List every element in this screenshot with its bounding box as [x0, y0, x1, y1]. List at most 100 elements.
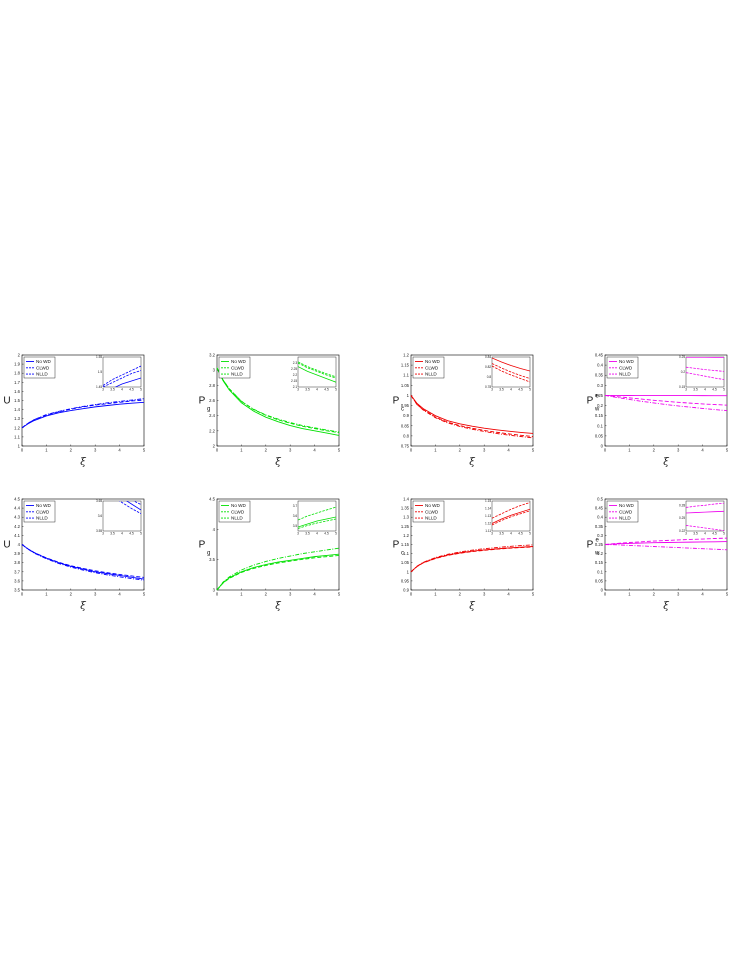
inset-series-line-1 [298, 516, 336, 528]
inset-x-tick-label: 4.5 [712, 532, 717, 536]
inset-series-line-2 [298, 518, 336, 529]
y-tick-label: 1 [407, 393, 410, 398]
y-tick-label: 0.85 [401, 423, 410, 428]
x-tick-label: 2 [265, 448, 268, 453]
legend-label: No WD [619, 359, 634, 364]
series-line-3 [216, 367, 340, 433]
legend-label: No WD [231, 503, 246, 508]
x-tick-label: 2 [653, 592, 656, 597]
subplot-7: 0 1 2 3 4 5 0.9 0.95 1 1.05 1.1 1.15 1.2 1.25 1.3 1.35 1… [393, 497, 535, 613]
inset-series-line-3 [119, 501, 141, 514]
inset-x-tick-label: 5 [335, 388, 337, 392]
inset-x-tick-label: 3 [102, 532, 104, 536]
y-tick-label: 4.3 [14, 515, 20, 520]
y-tick-label: 0.95 [401, 578, 410, 583]
x-axis-label: ξ [663, 601, 669, 612]
series-line-1 [21, 544, 145, 580]
legend-box [606, 356, 639, 379]
y-axis-label: U [3, 396, 10, 407]
inset-y-tick-label: 3.65 [96, 499, 102, 503]
inset-x-tick-label: 4 [510, 532, 512, 536]
legend-label: NLLD [619, 372, 631, 377]
x-tick-label: 5 [143, 448, 146, 453]
series-line-3 [410, 544, 534, 573]
x-tick-label: 0 [21, 448, 24, 453]
inset: 3 3.5 4 4.5 5 3.5 3.6 3.7 [293, 500, 337, 536]
legend-label: CLWD [425, 365, 439, 370]
inset-y-tick-label: 1.45 [96, 385, 102, 389]
inset-series-line-3 [492, 365, 530, 383]
y-tick-label: 1.6 [14, 389, 20, 394]
axes-frame [410, 354, 534, 447]
x-tick-label: 2 [265, 592, 268, 597]
inset-y-tick-label: 3.55 [96, 529, 102, 533]
inset-x-tick-label: 3 [685, 388, 687, 392]
y-tick-label: 1.2 [403, 353, 409, 358]
y-axis-label: P [199, 396, 206, 407]
inset: 3 3.5 4 4.5 5 2.1 2.15 2.2 2.25 2.3 [291, 356, 337, 392]
inset-y-tick-label: 2.1 [293, 385, 298, 389]
x-tick-label: 4 [313, 592, 316, 597]
inset: 3 3.5 4 4.5 5 1.11 1.12 1.13 1.14 1.15 [485, 499, 531, 535]
legend-label: CLWD [36, 509, 50, 514]
inset-frame [102, 500, 142, 532]
inset-y-tick-label: 0.78 [485, 385, 491, 389]
y-tick-label: 1.05 [401, 383, 410, 388]
y-tick-label: 1.1 [403, 373, 409, 378]
legend-label: CLWD [619, 509, 633, 514]
series-line-3 [604, 544, 728, 551]
y-tick-label: 0.35 [595, 524, 604, 529]
series-line-3 [216, 547, 340, 591]
inset-y-tick-label: 1.12 [485, 522, 491, 526]
y-tick-label: 1.3 [403, 515, 409, 520]
y-axis-label: P [393, 396, 400, 407]
y-tick-label: 0.3 [597, 383, 603, 388]
y-axis-label-subscript: c [401, 551, 404, 557]
x-tick-label: 1 [45, 448, 48, 453]
x-axis-label: ξ [469, 457, 475, 468]
x-axis-label: ξ [80, 457, 86, 468]
x-tick-label: 5 [532, 592, 535, 597]
y-tick-label: 0.8 [403, 433, 409, 438]
y-tick-label: 1.1 [14, 434, 20, 439]
series-line-1 [216, 367, 340, 436]
inset: 3 3.5 4 4.5 5 0.78 0.8 0.82 0.84 [485, 355, 531, 392]
inset: 3 3.5 4 4.5 5 0.22 0.25 0.28 [679, 500, 725, 536]
inset-y-tick-label: 1.15 [485, 499, 491, 503]
inset-x-tick-label: 4.5 [518, 388, 523, 392]
series-line-2 [410, 546, 534, 573]
inset-x-tick-label: 3 [297, 388, 299, 392]
series-line-2 [216, 367, 340, 434]
legend-label: No WD [36, 359, 51, 364]
x-tick-label: 2 [70, 448, 73, 453]
y-tick-label: 1.5 [14, 398, 20, 403]
series-line-3 [604, 394, 728, 412]
series-line-3 [21, 544, 145, 581]
y-tick-label: 2.4 [209, 413, 215, 418]
inset-x-tick-label: 4 [510, 388, 512, 392]
y-tick-label: 0.9 [403, 413, 409, 418]
subplot-4: 0 1 2 3 4 500.050.10.150.20.250.30.350.40.45P… [587, 353, 729, 469]
inset-x-tick-label: 3.5 [305, 532, 310, 536]
inset-series-line-3 [492, 502, 530, 519]
y-tick-label: 0.45 [595, 506, 604, 511]
inset-series-line-3 [298, 361, 336, 378]
inset-y-tick-label: 1.5 [98, 370, 103, 374]
legend-label: CLWD [425, 509, 439, 514]
legend-label: CLWD [36, 365, 50, 370]
legend-label: NLLD [36, 516, 48, 521]
y-tick-label: 0.75 [401, 444, 410, 449]
legend-label: NLLD [36, 372, 48, 377]
y-tick-label: 2.2 [209, 428, 215, 433]
x-tick-label: 5 [532, 448, 535, 453]
legend-label: No WD [425, 359, 440, 364]
x-tick-label: 3 [483, 592, 486, 597]
y-tick-label: 2.6 [209, 398, 215, 403]
inset-x-tick-label: 5 [140, 532, 142, 536]
inset-series-line-2 [686, 502, 724, 508]
x-axis-label: ξ [275, 457, 281, 468]
x-tick-label: 1 [628, 592, 631, 597]
inset-x-tick-label: 4.5 [324, 388, 329, 392]
y-tick-label: 1.15 [401, 542, 410, 547]
